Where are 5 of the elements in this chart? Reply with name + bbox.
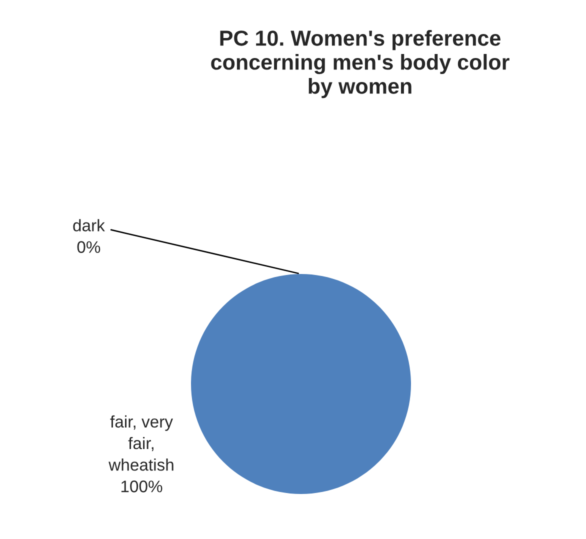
text: 0%	[77, 241, 100, 253]
slice-label: fair, very fair, wheatish	[108, 415, 174, 471]
chart-title: PC 10. Women's preference concerning men's body color by women	[211, 30, 510, 98]
category-label: dark	[73, 219, 105, 232]
data-label: 100%	[121, 480, 162, 492]
